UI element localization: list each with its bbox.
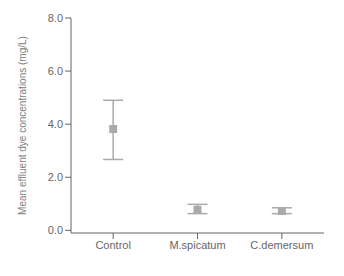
svg-text:4.0: 4.0: [48, 118, 63, 130]
svg-text:0.0: 0.0: [48, 224, 63, 236]
svg-text:2.0: 2.0: [48, 171, 63, 183]
svg-text:6.0: 6.0: [48, 65, 63, 77]
svg-text:8.0: 8.0: [48, 12, 63, 24]
svg-text:Mean effluent dye concentratio: Mean effluent dye concentrations (mg/L): [17, 36, 28, 215]
svg-text:M.spicatum: M.spicatum: [169, 239, 225, 251]
svg-text:Control: Control: [95, 239, 130, 251]
svg-text:C.demersum: C.demersum: [250, 239, 313, 251]
